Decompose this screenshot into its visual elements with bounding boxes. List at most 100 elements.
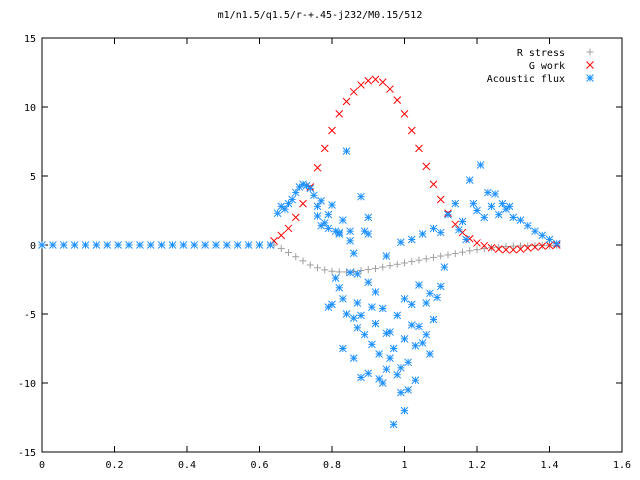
data-point (429, 224, 438, 233)
data-point (397, 363, 405, 372)
data-point (531, 242, 539, 250)
data-point (498, 199, 507, 208)
data-point (378, 304, 387, 313)
data-point (273, 209, 282, 218)
data-point (430, 253, 437, 261)
data-point (523, 244, 532, 252)
data-point (114, 241, 122, 249)
data-point (379, 263, 387, 271)
y-tick-label: 15 (24, 34, 36, 45)
data-point (349, 87, 358, 96)
data-point (364, 230, 373, 238)
data-point (494, 210, 503, 219)
data-point (342, 97, 351, 106)
data-point (372, 264, 379, 272)
data-point (436, 282, 445, 291)
data-point (357, 192, 365, 201)
legend-marker (586, 48, 594, 56)
data-point (92, 241, 101, 249)
data-point (103, 241, 112, 249)
data-point (335, 110, 344, 118)
data-point (426, 289, 434, 298)
data-point (458, 217, 467, 226)
data-point (523, 221, 532, 230)
data-point (545, 235, 554, 244)
data-point (335, 228, 344, 237)
data-point (331, 274, 340, 282)
y-tick-label: 5 (30, 172, 36, 183)
data-point (444, 210, 452, 219)
data-point (353, 323, 362, 332)
data-point (360, 227, 369, 236)
data-point (328, 201, 336, 209)
data-point (59, 241, 68, 249)
data-point (404, 358, 412, 367)
data-point (285, 249, 292, 257)
data-point (407, 300, 416, 309)
data-point (415, 144, 423, 153)
data-point (415, 281, 423, 289)
data-point (364, 266, 372, 274)
data-point (125, 241, 133, 249)
x-tick-label: 1.4 (540, 460, 558, 471)
data-point (306, 184, 315, 193)
data-point (382, 252, 391, 260)
data-point (288, 195, 296, 204)
data-point (531, 243, 539, 251)
data-point (465, 176, 474, 184)
data-point (418, 230, 427, 238)
data-point (487, 243, 496, 252)
y-tick-label: 0 (30, 241, 36, 252)
data-point (451, 199, 460, 208)
data-point (335, 268, 343, 276)
data-point (364, 76, 373, 85)
data-point (382, 365, 391, 374)
data-point (462, 235, 470, 244)
legend-label: G work (529, 61, 565, 72)
data-point (455, 225, 463, 234)
data-point (357, 311, 365, 320)
data-point (440, 263, 449, 271)
data-point (502, 245, 510, 254)
legend: R stress G work Acoustic flux (487, 48, 594, 85)
x-tick-label: 0 (39, 460, 45, 471)
data-point (353, 270, 362, 278)
data-point (491, 190, 499, 198)
data-point (317, 196, 325, 205)
data-point (357, 81, 365, 89)
data-point (509, 213, 518, 222)
data-point (400, 110, 409, 118)
data-point (437, 252, 445, 260)
y-tick-label: -15 (18, 448, 36, 459)
data-point (255, 241, 264, 249)
data-point (429, 315, 438, 324)
data-point (426, 350, 434, 358)
data-point (375, 375, 383, 383)
data-point (476, 161, 485, 169)
legend-label: Acoustic flux (487, 74, 565, 85)
data-point (291, 213, 300, 222)
data-point (552, 239, 561, 248)
data-point (277, 244, 285, 252)
data-point (386, 328, 394, 336)
x-tick-label: 1.2 (468, 460, 486, 471)
data-point (516, 245, 525, 253)
x-tick-label: 0.6 (250, 460, 268, 471)
data-point (401, 259, 408, 267)
data-point (342, 147, 351, 156)
data-point (400, 294, 409, 303)
data-point (531, 227, 539, 236)
data-point (502, 205, 510, 213)
series-g-work (270, 75, 561, 254)
data-point (418, 339, 427, 347)
data-point (277, 231, 286, 240)
data-point (411, 341, 420, 350)
data-point (480, 241, 489, 250)
data-point (393, 370, 402, 379)
data-point (371, 75, 380, 84)
data-point (342, 310, 351, 318)
data-point (324, 210, 333, 219)
data-point (371, 288, 380, 296)
data-point (346, 237, 354, 245)
data-point (422, 255, 430, 263)
